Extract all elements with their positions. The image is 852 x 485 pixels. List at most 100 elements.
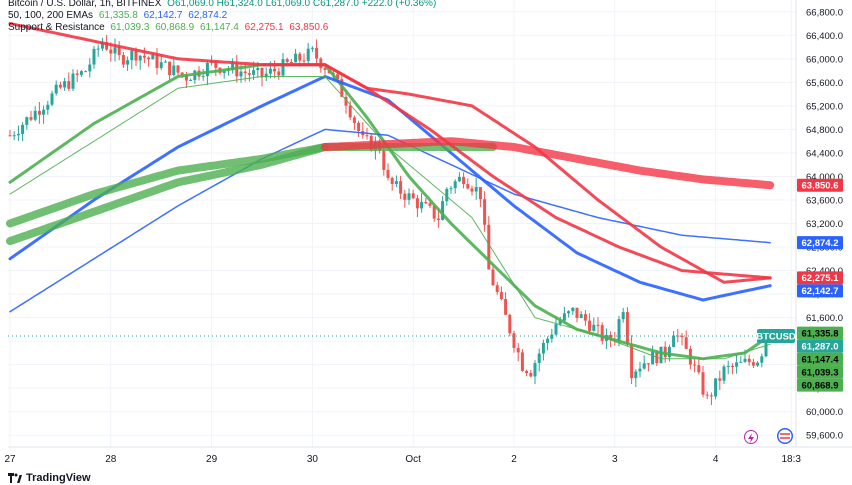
candle-body (357, 122, 361, 131)
candle-body (394, 181, 398, 184)
candle-body (12, 135, 16, 137)
candle-body (630, 344, 634, 379)
candle (491, 263, 495, 286)
candle-body (285, 59, 289, 62)
candle-body (121, 55, 125, 65)
price-tag-label: 61,039.3 (802, 367, 839, 378)
x-tick-label: 28 (105, 454, 117, 465)
legend-ema-row[interactable]: 50, 100, 200 EMAs 61,335.8 62,142.7 62,8… (8, 9, 227, 22)
candle-body (268, 68, 272, 74)
candle-body (726, 365, 730, 367)
candles (8, 34, 768, 406)
candle (760, 353, 764, 368)
candle (751, 358, 755, 368)
candle-body (722, 366, 726, 381)
candle (596, 317, 600, 334)
candle-body (184, 74, 188, 81)
symbol-tag-bg (757, 329, 795, 344)
candle-body (592, 324, 596, 331)
candle-body (142, 55, 146, 58)
candle (50, 90, 54, 107)
candle-body (172, 65, 176, 76)
candle (222, 70, 226, 79)
candle (126, 56, 130, 72)
candle-body (483, 199, 487, 225)
price-tag: 62,275.1 (797, 271, 843, 285)
candle-body (235, 63, 239, 77)
indicator-line (8, 63, 772, 361)
candle (390, 176, 394, 191)
candle-body (231, 63, 235, 70)
candle-body (420, 201, 424, 209)
candle-body (516, 347, 520, 353)
candle-body (546, 338, 550, 343)
candle (117, 41, 121, 61)
candle-body (499, 292, 503, 299)
indicator-line (6, 143, 497, 228)
price-tag-label: 63,850.6 (802, 181, 839, 192)
price-tag-bg (797, 326, 843, 340)
candle (79, 69, 83, 77)
candle-body (583, 314, 587, 321)
candle-body (37, 110, 41, 115)
candle-body (298, 53, 302, 61)
candle-body (205, 63, 209, 77)
candle (88, 58, 92, 78)
candle-body (310, 47, 314, 49)
candle (705, 391, 709, 400)
candle-body (256, 67, 260, 71)
footer-brand[interactable]: TradingView (8, 472, 91, 484)
y-tick-label: 61,600.0 (806, 313, 843, 324)
candle-body (239, 71, 243, 77)
candle-body (701, 372, 705, 395)
candle (470, 185, 474, 196)
candle-body (289, 61, 293, 63)
price-tag-bg (797, 284, 843, 298)
tradingview-logo-icon (8, 473, 22, 483)
candle-body (600, 325, 604, 341)
candle (520, 349, 524, 372)
candle (399, 175, 403, 200)
symbol-title: Bitcoin / U.S. Dollar, 1h, BITFINEX (8, 0, 162, 9)
symbol-tag: BTCUSD (756, 329, 796, 344)
candle-body (617, 319, 621, 341)
price-tag-bg (797, 378, 843, 392)
candle (138, 54, 142, 70)
candle-body (718, 378, 722, 381)
candle-body (71, 73, 75, 89)
candle-body (67, 81, 71, 89)
candle (352, 115, 356, 130)
candle (466, 178, 470, 190)
candle-body (247, 73, 251, 75)
candle (638, 361, 642, 378)
candle (680, 332, 684, 346)
globe-flag-icon[interactable] (777, 428, 793, 444)
candle-body (470, 188, 474, 192)
candle (8, 129, 12, 137)
candle (625, 307, 629, 347)
candle (424, 197, 428, 205)
candle (302, 53, 306, 64)
candle (411, 189, 415, 200)
candle (113, 38, 117, 62)
candle-body (491, 269, 495, 286)
candle-body (352, 117, 356, 123)
candle (394, 175, 398, 188)
candle (726, 360, 730, 375)
ohlc-values: O61,069.0 H61,324.0 L61,069.0 C61,287.0 … (167, 0, 437, 9)
candle (16, 125, 20, 141)
lightning-icon[interactable] (744, 430, 758, 444)
legend-sr-row[interactable]: Support & Resistance 61,039.3 60,868.9 6… (8, 21, 328, 34)
candle-body (306, 48, 310, 61)
candle (403, 189, 407, 208)
candle-body (659, 346, 663, 364)
candle (672, 330, 676, 348)
candle (37, 101, 41, 124)
candle (285, 57, 289, 64)
candle (67, 72, 71, 92)
candle-body (29, 117, 33, 120)
candle-body (676, 335, 680, 337)
candle-body (609, 334, 613, 340)
price-tag: 61,147.4 (797, 352, 843, 366)
